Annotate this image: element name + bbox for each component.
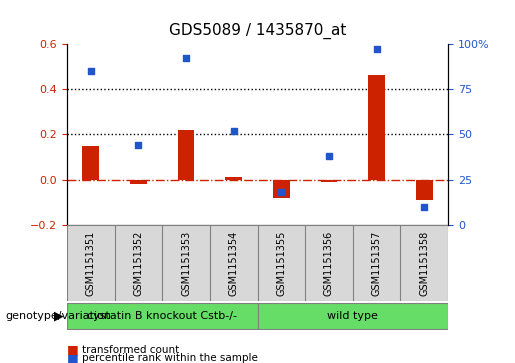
Point xyxy=(420,204,428,210)
Point xyxy=(182,55,190,61)
Point xyxy=(372,46,381,52)
Point xyxy=(230,128,238,134)
Text: GSM1151356: GSM1151356 xyxy=(324,231,334,295)
Text: ■: ■ xyxy=(67,352,79,363)
Bar xyxy=(416,180,433,200)
Bar xyxy=(82,146,99,180)
Text: GSM1151357: GSM1151357 xyxy=(372,231,382,296)
Bar xyxy=(226,178,242,180)
Bar xyxy=(67,303,258,329)
Bar xyxy=(368,75,385,180)
Bar xyxy=(321,180,337,182)
Bar xyxy=(178,130,194,180)
Point xyxy=(87,68,95,74)
Text: cystatin B knockout Cstb-/-: cystatin B knockout Cstb-/- xyxy=(87,311,237,321)
Point xyxy=(134,142,143,148)
Text: ▶: ▶ xyxy=(54,309,64,322)
Text: wild type: wild type xyxy=(328,311,378,321)
Text: GSM1151351: GSM1151351 xyxy=(86,231,96,295)
Bar xyxy=(130,180,147,184)
Text: ■: ■ xyxy=(67,343,79,356)
Text: percentile rank within the sample: percentile rank within the sample xyxy=(82,353,259,363)
Bar xyxy=(258,303,448,329)
Title: GDS5089 / 1435870_at: GDS5089 / 1435870_at xyxy=(169,23,346,40)
Point xyxy=(325,153,333,159)
Text: GSM1151352: GSM1151352 xyxy=(133,231,143,296)
Text: transformed count: transformed count xyxy=(82,344,180,355)
Text: GSM1151355: GSM1151355 xyxy=(277,231,286,296)
Point xyxy=(277,189,285,195)
Bar xyxy=(273,180,289,198)
Text: genotype/variation: genotype/variation xyxy=(5,311,111,321)
Text: GSM1151354: GSM1151354 xyxy=(229,231,238,295)
Text: GSM1151353: GSM1151353 xyxy=(181,231,191,295)
Text: GSM1151358: GSM1151358 xyxy=(419,231,429,295)
